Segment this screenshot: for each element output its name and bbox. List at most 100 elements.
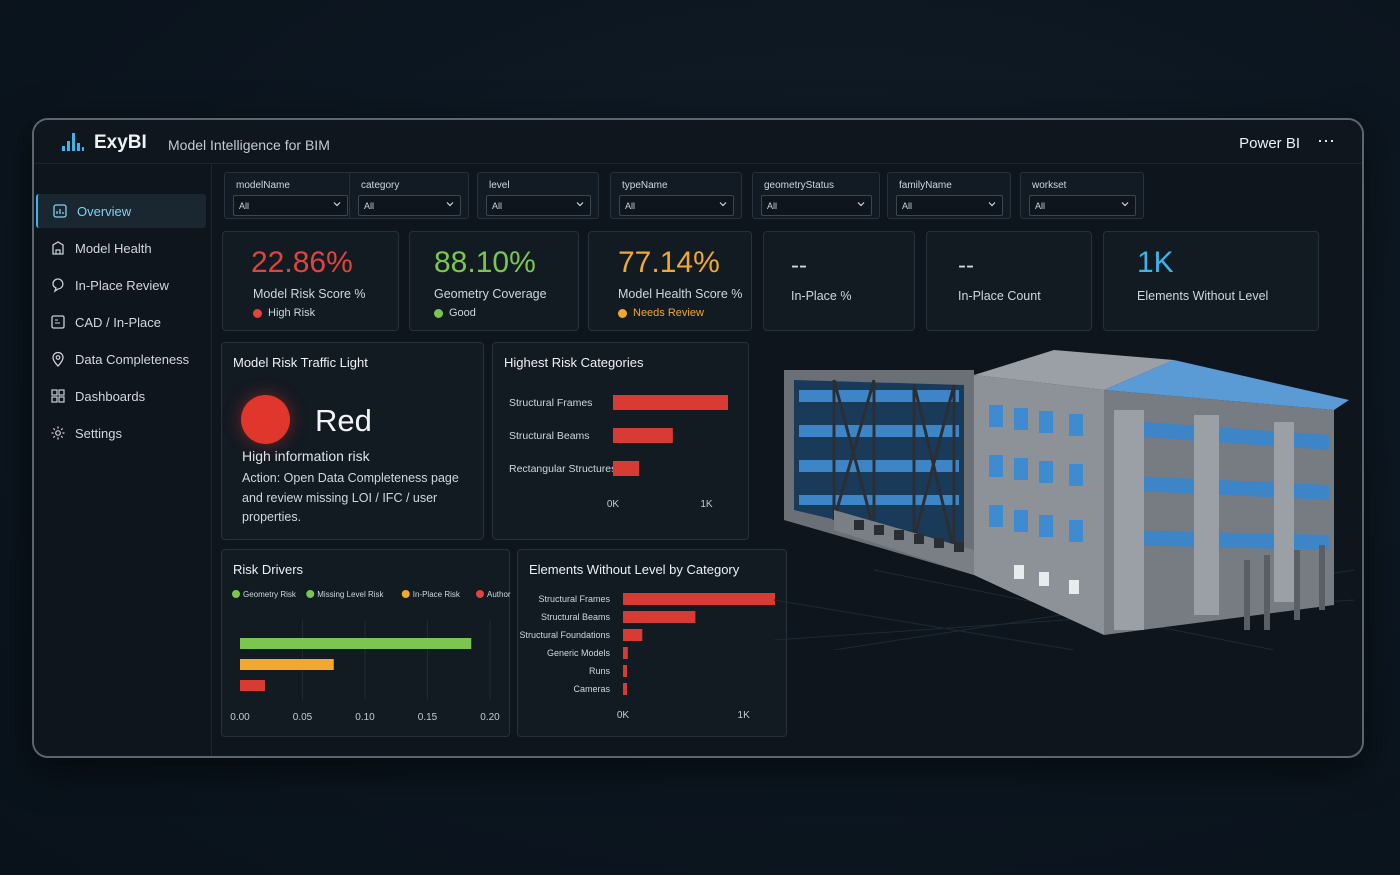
kpi-model-health: 77.14% Model Health Score % Needs Review <box>588 231 752 331</box>
sidebar-item-settings[interactable]: Settings <box>36 416 206 450</box>
sidebar-item-data-completeness[interactable]: Data Completeness <box>36 342 206 376</box>
x-tick-label: 0K <box>607 499 620 510</box>
kpi-status: Needs Review <box>618 307 704 319</box>
kpi-geometry-coverage: 88.10% Geometry Coverage Good <box>409 231 579 331</box>
elements-without-level-panel: Elements Without Level by Category Struc… <box>517 549 787 737</box>
chevron-down-icon <box>446 202 454 207</box>
in-place-review-icon <box>52 278 64 293</box>
sidebar-item-label: Dashboards <box>75 388 146 404</box>
platform-label: Power BI <box>1239 135 1300 152</box>
legend-swatch <box>476 590 484 598</box>
legend-label: Authoring Risk <box>487 590 511 599</box>
kpi-value: 22.86% <box>251 246 353 279</box>
kpi-status-text: Needs Review <box>633 307 704 319</box>
panel-title: Model Risk Traffic Light <box>233 355 368 370</box>
sidebar-item-overview[interactable]: Overview <box>36 194 206 228</box>
sidebar-item-label: Settings <box>75 425 122 441</box>
filter-select[interactable]: All <box>896 195 1003 216</box>
filter-label: typeName <box>622 180 668 191</box>
legend-label: Missing Level Risk <box>317 590 384 599</box>
filter-value: All <box>364 201 375 211</box>
filter-modelname: modelName All <box>224 172 356 219</box>
kpi-model-risk: 22.86% Model Risk Score % High Risk <box>222 231 399 331</box>
sidebar-item-label: Data Completeness <box>75 351 190 367</box>
sidebar-item-dashboards[interactable]: Dashboards <box>36 379 206 413</box>
kpi-in-place-count: -- In-Place Count <box>926 231 1092 331</box>
filter-value: All <box>1035 201 1046 211</box>
filter-value: All <box>492 201 503 211</box>
category-label: Structural Frames <box>538 594 610 604</box>
bar <box>613 461 640 476</box>
sidebar-item-in-place-review[interactable]: In-Place Review <box>36 268 206 302</box>
traffic-light-panel: Model Risk Traffic Light Red High inform… <box>221 342 484 540</box>
legend-swatch <box>232 590 240 598</box>
sidebar: Overview Model Health In-Place Review CA… <box>34 164 212 756</box>
filter-select[interactable]: All <box>1029 195 1136 216</box>
filter-select[interactable]: All <box>486 195 591 216</box>
x-tick-label: 0K <box>617 710 630 721</box>
filter-select[interactable]: All <box>358 195 461 216</box>
status-dot-icon <box>618 308 627 318</box>
bar <box>240 638 472 649</box>
traffic-light-indicator <box>241 395 290 444</box>
category-label: Generic Models <box>547 648 611 658</box>
filter-geometrystatus: geometryStatus All <box>752 172 880 219</box>
x-tick-label: 0.00 <box>230 712 250 723</box>
sidebar-item-model-health[interactable]: Model Health <box>36 231 206 265</box>
bim-3d-model-view[interactable] <box>774 350 1354 650</box>
kpi-caption: Geometry Coverage <box>434 287 547 301</box>
kpi-status: High Risk <box>253 307 315 319</box>
filter-value: All <box>902 201 913 211</box>
status-dot-icon <box>434 308 443 318</box>
filter-select[interactable]: All <box>761 195 872 216</box>
legend-label: Geometry Risk <box>243 590 297 599</box>
panel-title: Risk Drivers <box>233 562 304 577</box>
kpi-value: 88.10% <box>434 246 536 279</box>
bar <box>613 428 673 443</box>
kpi-value: 77.14% <box>618 246 720 279</box>
category-label: Structural Frames <box>509 397 592 409</box>
category-label: Structural Beams <box>509 430 590 442</box>
highest-risk-chart: Structural Frames Structural Beams Rectang… <box>509 395 728 510</box>
kpi-caption: Elements Without Level <box>1137 289 1269 303</box>
sidebar-item-label: Overview <box>77 203 132 219</box>
panel-title: Highest Risk Categories <box>504 355 644 370</box>
filter-value: All <box>767 201 778 211</box>
risk-drivers-panel: Risk Drivers Geometry Risk Missing Level … <box>221 549 511 737</box>
filter-label: geometryStatus <box>764 180 835 191</box>
traffic-light-status: Red <box>315 403 372 438</box>
sidebar-item-label: In-Place Review <box>75 277 169 293</box>
cad-icon <box>51 315 65 329</box>
filter-familyname: familyName All <box>887 172 1011 219</box>
highest-risk-panel: Highest Risk Categories Structural Frame… <box>492 342 749 540</box>
overview-icon <box>53 204 67 218</box>
filter-select[interactable]: All <box>233 195 348 216</box>
x-tick-label: 0.10 <box>355 712 375 723</box>
kpi-status: Good <box>434 307 476 319</box>
kpi-status-text: Good <box>449 307 476 319</box>
kpi-value: 1K <box>1137 246 1174 279</box>
chevron-down-icon <box>576 202 584 207</box>
category-label: Structural Beams <box>541 612 611 622</box>
exybi-logo-icon <box>62 133 84 151</box>
kpi-elements-without-level: 1K Elements Without Level <box>1103 231 1319 331</box>
more-options-icon[interactable]: ⋯ <box>1317 131 1336 151</box>
chevron-down-icon <box>719 202 727 207</box>
bar <box>623 629 643 641</box>
dashboards-grid-icon <box>51 389 65 403</box>
filter-label: familyName <box>899 180 952 191</box>
bar <box>613 395 728 410</box>
filter-value: All <box>239 201 250 211</box>
chevron-down-icon <box>857 202 865 207</box>
category-label: Rectangular Structures <box>509 463 616 475</box>
kpi-value: -- <box>958 252 974 279</box>
x-tick-label: 0.05 <box>293 712 313 723</box>
filter-select[interactable]: All <box>619 195 734 216</box>
bar <box>623 665 627 677</box>
sidebar-item-cad-in-place[interactable]: CAD / In-Place <box>36 305 206 339</box>
category-label: Cameras <box>573 684 610 694</box>
bar <box>623 611 696 623</box>
app-window: ExyBI Model Intelligence for BIM Power B… <box>32 118 1364 758</box>
filter-value: All <box>625 201 636 211</box>
model-health-icon <box>52 241 64 255</box>
